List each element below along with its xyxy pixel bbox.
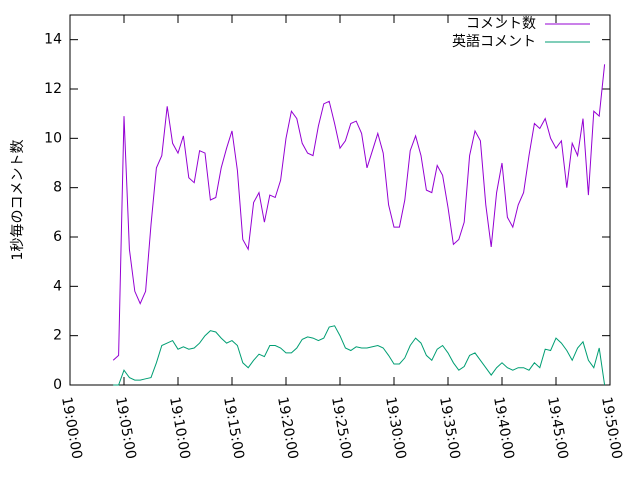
y-axis-label: 1秒毎のコメント数 [10,140,26,261]
x-tick-label: 19:45:00 [544,396,571,461]
y-tick-label: 12 [44,81,62,97]
x-tick-label: 19:50:00 [598,396,625,461]
x-tick-label: 19:00:00 [58,396,85,461]
x-tick-label: 19:30:00 [382,396,409,461]
y-tick-label: 8 [53,180,62,196]
y-tick-label: 10 [44,130,62,146]
legend-label: コメント数 [466,16,536,32]
y-tick-label: 4 [53,278,62,294]
series-line [113,325,606,386]
plot-frame [69,14,611,386]
x-tick-label: 19:15:00 [220,396,247,461]
x-tick-label: 19:35:00 [436,396,463,461]
series-line [112,64,606,361]
x-tick-label: 19:20:00 [274,396,301,461]
y-tick-label: 0 [53,377,62,393]
y-tick-label: 14 [44,32,62,48]
x-tick-label: 19:40:00 [490,396,517,461]
y-tick-label: 6 [53,229,62,245]
x-tick-label: 19:05:00 [112,396,139,461]
y-tick-label: 2 [53,328,62,344]
legend-label: 英語コメント [452,33,536,50]
x-tick-label: 19:10:00 [166,396,193,461]
x-tick-label: 19:25:00 [328,396,355,461]
